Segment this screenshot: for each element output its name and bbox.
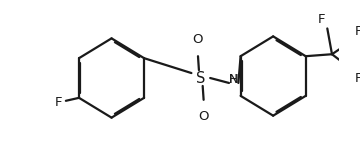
- Text: F: F: [355, 25, 360, 38]
- Text: S: S: [196, 70, 206, 85]
- Text: H: H: [229, 73, 238, 86]
- Text: F: F: [355, 72, 360, 85]
- Text: N: N: [229, 73, 239, 85]
- Text: O: O: [193, 33, 203, 46]
- Text: F: F: [55, 96, 62, 109]
- Text: O: O: [198, 110, 209, 123]
- Text: F: F: [318, 13, 325, 27]
